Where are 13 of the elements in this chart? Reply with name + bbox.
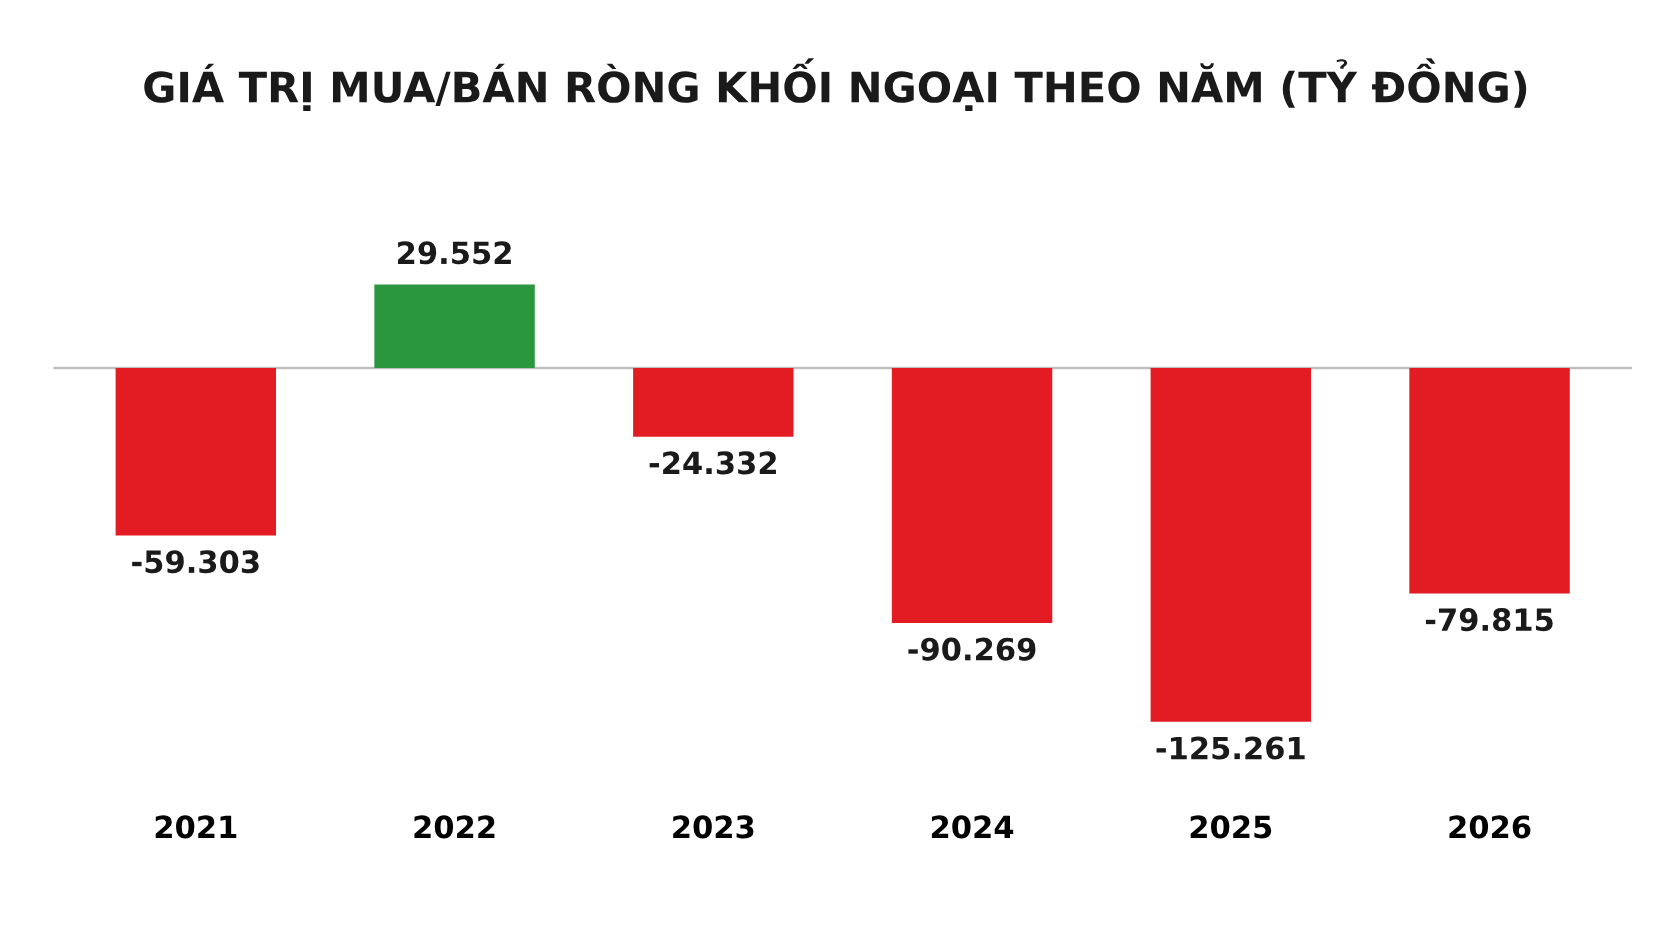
data-label: -59.303 <box>132 550 259 574</box>
data-label: -90.269 <box>908 637 1036 661</box>
x-tick-label: 2022 <box>414 815 495 839</box>
data-label: 29.552 <box>398 241 511 265</box>
data-label: -79.815 <box>1425 608 1553 632</box>
chart-title: GIÁ TRỊ MUA/BÁN RÒNG KHỐI NGOẠI THEO NĂM (TỶ ĐỒNG) <box>144 58 1527 112</box>
x-tick-label: 2024 <box>931 815 1014 839</box>
x-tick-label: 2023 <box>673 815 754 839</box>
data-label: -24.332 <box>649 451 776 475</box>
data-label: -125.261 <box>1156 736 1305 760</box>
x-tick-label: 2021 <box>155 815 237 839</box>
x-tick-label: 2026 <box>1449 815 1531 839</box>
x-tick-label: 2025 <box>1190 815 1272 839</box>
